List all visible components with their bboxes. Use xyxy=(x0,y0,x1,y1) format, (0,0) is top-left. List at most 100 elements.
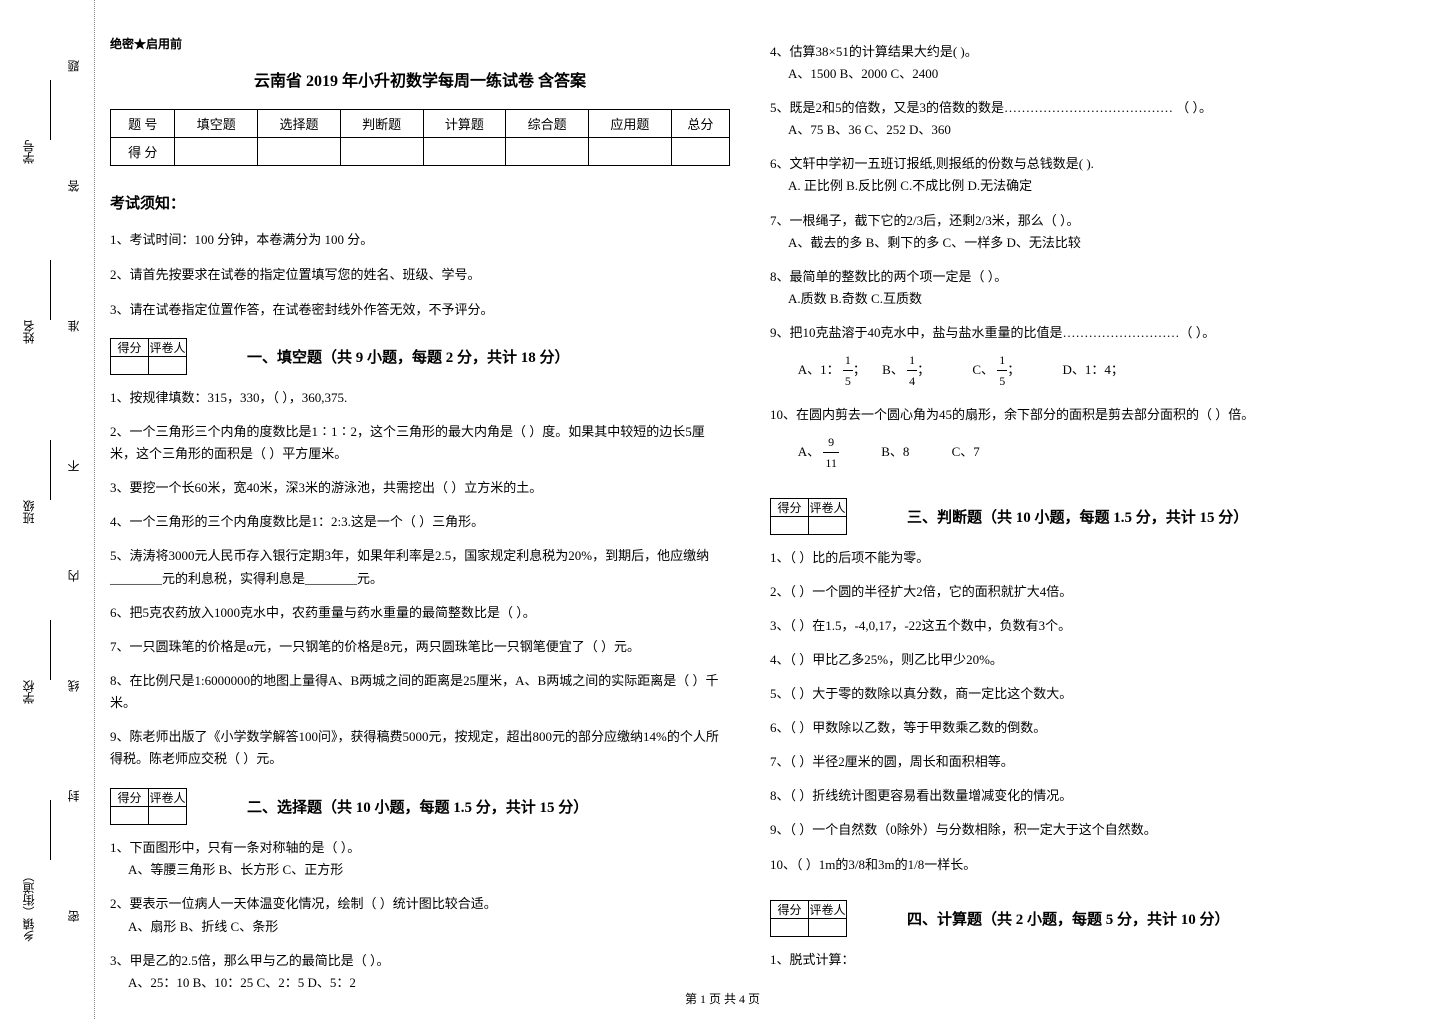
opt-a-prefix: A、 xyxy=(798,444,820,459)
section1-header: 得分评卷人 一、填空题（共 9 小题，每题 2 分，共计 18 分） xyxy=(110,338,730,375)
opt-d: D、1：4； xyxy=(1063,362,1124,377)
fill-blank-item: 5、涛涛将3000元人民币存入银行定期3年，如果年利率是2.5，国家规定利息税为… xyxy=(110,545,730,589)
fill-blank-item: 9、陈老师出版了《小学数学解答100问》，获得稿费5000元，按规定，超出800… xyxy=(110,726,730,770)
seal-line-label: 答 xyxy=(65,180,82,192)
choice-options-frac: A、1： 15； B、 14； C、 15； D、1：4； xyxy=(788,350,1390,392)
section3-title: 三、判断题（共 10 小题，每题 1.5 分，共计 15 分） xyxy=(907,506,1248,527)
choice-options: A. 正比例 B.反比例 C.不成比例 D.无法确定 xyxy=(788,175,1390,197)
choice-item: 7、一根绳子，截下它的2/3后，还剩2/3米，那么（ ）。 A、截去的多 B、剩… xyxy=(770,210,1390,254)
opt-c-prefix: C、 xyxy=(972,362,994,377)
score-box-label: 评卷人 xyxy=(809,900,847,918)
secret-mark: 绝密★启用前 xyxy=(110,35,730,52)
section4-header: 得分评卷人 四、计算题（共 2 小题，每题 5 分，共计 10 分） xyxy=(770,900,1390,937)
opt-b: B、8 xyxy=(881,444,909,459)
section4-title: 四、计算题（共 2 小题，每题 5 分，共计 10 分） xyxy=(907,908,1230,929)
choice-question: 9、把10克盐溶于40克水中，盐与盐水重量的比值是………………………（ ）。 xyxy=(770,322,1390,344)
score-header: 题 号 xyxy=(111,110,175,138)
score-box-cell xyxy=(809,918,847,936)
score-header: 综合题 xyxy=(506,110,589,138)
choice-question: 10、在圆内剪去一个圆心角为45的扇形，余下部分的面积是剪去部分面积的（ ）倍。 xyxy=(770,404,1390,426)
score-box-label: 评卷人 xyxy=(809,498,847,516)
score-header: 计算题 xyxy=(423,110,506,138)
fraction: 911 xyxy=(823,432,839,474)
seal-line-label: 不 xyxy=(65,460,82,472)
choice-options: A、截去的多 B、剩下的多 C、一样多 D、无法比较 xyxy=(788,232,1390,254)
choice-item: 1、下面图形中，只有一条对称轴的是（ ）。 A、等腰三角形 B、长方形 C、正方… xyxy=(110,837,730,881)
score-summary-table: 题 号 填空题 选择题 判断题 计算题 综合题 应用题 总分 得 分 xyxy=(110,109,730,166)
binding-underline xyxy=(50,620,51,680)
fill-blank-item: 6、把5克农药放入1000克水中，农药重量与药水重量的最简整数比是（ ）。 xyxy=(110,602,730,624)
binding-label: 乡镇（街道） xyxy=(20,870,37,942)
choice-question: 6、文轩中学初一五班订报纸,则报纸的份数与总钱数是( ). xyxy=(770,153,1390,175)
choice-question: 3、甲是乙的2.5倍，那么甲与乙的最简比是（ ）。 xyxy=(110,950,730,972)
choice-item: 9、把10克盐溶于40克水中，盐与盐水重量的比值是………………………（ ）。 A… xyxy=(770,322,1390,392)
score-cell xyxy=(258,138,341,166)
score-cell xyxy=(423,138,506,166)
choice-options: A、扇形 B、折线 C、条形 xyxy=(128,916,730,938)
binding-label: 学校 xyxy=(20,680,37,704)
score-header: 填空题 xyxy=(175,110,258,138)
judge-item: 1、（ ）比的后项不能为零。 xyxy=(770,547,1390,569)
choice-item: 3、甲是乙的2.5倍，那么甲与乙的最简比是（ ）。 A、25：10 B、10：2… xyxy=(110,950,730,994)
seal-line-label: 封 xyxy=(65,790,82,802)
fraction: 14 xyxy=(907,350,917,392)
binding-label: 班级 xyxy=(20,500,37,524)
choice-question: 1、下面图形中，只有一条对称轴的是（ ）。 xyxy=(110,837,730,859)
score-box-cell xyxy=(149,357,187,375)
right-column: 4、估算38×51的计算结果大约是( )。 A、1500 B、2000 C、24… xyxy=(770,35,1390,975)
left-column: 绝密★启用前 云南省 2019 年小升初数学每周一练试卷 含答案 题 号 填空题… xyxy=(110,35,730,975)
opt-b-prefix: B、 xyxy=(882,362,904,377)
choice-item: 5、既是2和5的倍数，又是3的倍数的数是………………………………… （ ）。 A… xyxy=(770,97,1390,141)
binding-underline xyxy=(50,80,51,140)
judge-item: 3、（ ）在1.5，-4,0,17，-22这五个数中，负数有3个。 xyxy=(770,615,1390,637)
section-score-box: 得分评卷人 xyxy=(110,338,187,375)
judge-item: 4、（ ）甲比乙多25%，则乙比甲少20%。 xyxy=(770,649,1390,671)
choice-question: 8、最简单的整数比的两个项一定是（ ）。 xyxy=(770,266,1390,288)
score-row-label: 得 分 xyxy=(111,138,175,166)
notice-line: 1、考试时间：100 分钟，本卷满分为 100 分。 xyxy=(110,229,730,248)
score-header: 总分 xyxy=(671,110,729,138)
score-box-cell xyxy=(149,807,187,825)
choice-options: A、75 B、36 C、252 D、360 xyxy=(788,119,1390,141)
score-box-label: 得分 xyxy=(111,339,149,357)
score-box-label: 得分 xyxy=(771,498,809,516)
choice-item: 10、在圆内剪去一个圆心角为45的扇形，余下部分的面积是剪去部分面积的（ ）倍。… xyxy=(770,404,1390,474)
fill-blank-item: 4、一个三角形的三个内角度数比是1：2:3.这是一个（ ）三角形。 xyxy=(110,511,730,533)
score-box-cell xyxy=(771,918,809,936)
score-header: 应用题 xyxy=(588,110,671,138)
choice-options: A.质数 B.奇数 C.互质数 xyxy=(788,288,1390,310)
fill-blank-item: 3、要挖一个长60米，宽40米，深3米的游泳池，共需挖出（ ）立方米的土。 xyxy=(110,477,730,499)
score-header: 选择题 xyxy=(258,110,341,138)
judge-item: 5、（ ）大于零的数除以真分数，商一定比这个数大。 xyxy=(770,683,1390,705)
score-box-cell xyxy=(111,807,149,825)
fill-blank-item: 7、一只圆珠笔的价格是α元，一只钢笔的价格是8元，两只圆珠笔比一只钢笔便宜了（ … xyxy=(110,636,730,658)
choice-question: 5、既是2和5的倍数，又是3的倍数的数是………………………………… （ ）。 xyxy=(770,97,1390,119)
choice-item: 4、估算38×51的计算结果大约是( )。 A、1500 B、2000 C、24… xyxy=(770,41,1390,85)
choice-question: 7、一根绳子，截下它的2/3后，还剩2/3米，那么（ ）。 xyxy=(770,210,1390,232)
score-cell xyxy=(671,138,729,166)
score-box-label: 评卷人 xyxy=(149,339,187,357)
fill-blank-item: 2、一个三角形三个内角的度数比是1∶1∶2，这个三角形的最大内角是（ ）度。如果… xyxy=(110,421,730,465)
section-score-box: 得分评卷人 xyxy=(770,900,847,937)
choice-item: 6、文轩中学初一五班订报纸,则报纸的份数与总钱数是( ). A. 正比例 B.反… xyxy=(770,153,1390,197)
fraction: 15 xyxy=(843,350,853,392)
score-box-cell xyxy=(771,516,809,534)
page-content: 绝密★启用前 云南省 2019 年小升初数学每周一练试卷 含答案 题 号 填空题… xyxy=(110,35,1410,975)
score-cell xyxy=(340,138,423,166)
score-box-label: 得分 xyxy=(771,900,809,918)
choice-question: 4、估算38×51的计算结果大约是( )。 xyxy=(770,41,1390,63)
seal-line-label: 密 xyxy=(65,910,82,922)
judge-item: 7、（ ）半径2厘米的圆，周长和面积相等。 xyxy=(770,751,1390,773)
binding-strip: 乡镇（街道） 学校 班级 姓名 学号 密 封 线 内 不 准 答 题 xyxy=(0,0,95,1019)
fill-blank-item: 1、按规律填数：315，330，（ ），360,375. xyxy=(110,387,730,409)
opt-a-prefix: A、1： xyxy=(798,362,840,377)
choice-options: A、1500 B、2000 C、2400 xyxy=(788,63,1390,85)
fill-blank-item: 8、在比例尺是1:6000000的地图上量得A、B两城之间的距离是25厘米，A、… xyxy=(110,670,730,714)
binding-underline xyxy=(50,260,51,320)
seal-line-label: 内 xyxy=(65,570,82,582)
judge-item: 6、（ ）甲数除以乙数，等于甲数乘乙数的倒数。 xyxy=(770,717,1390,739)
seal-line-label: 线 xyxy=(65,680,82,692)
fraction: 15 xyxy=(997,350,1007,392)
page-footer: 第 1 页 共 4 页 xyxy=(0,990,1445,1007)
section3-header: 得分评卷人 三、判断题（共 10 小题，每题 1.5 分，共计 15 分） xyxy=(770,498,1390,535)
